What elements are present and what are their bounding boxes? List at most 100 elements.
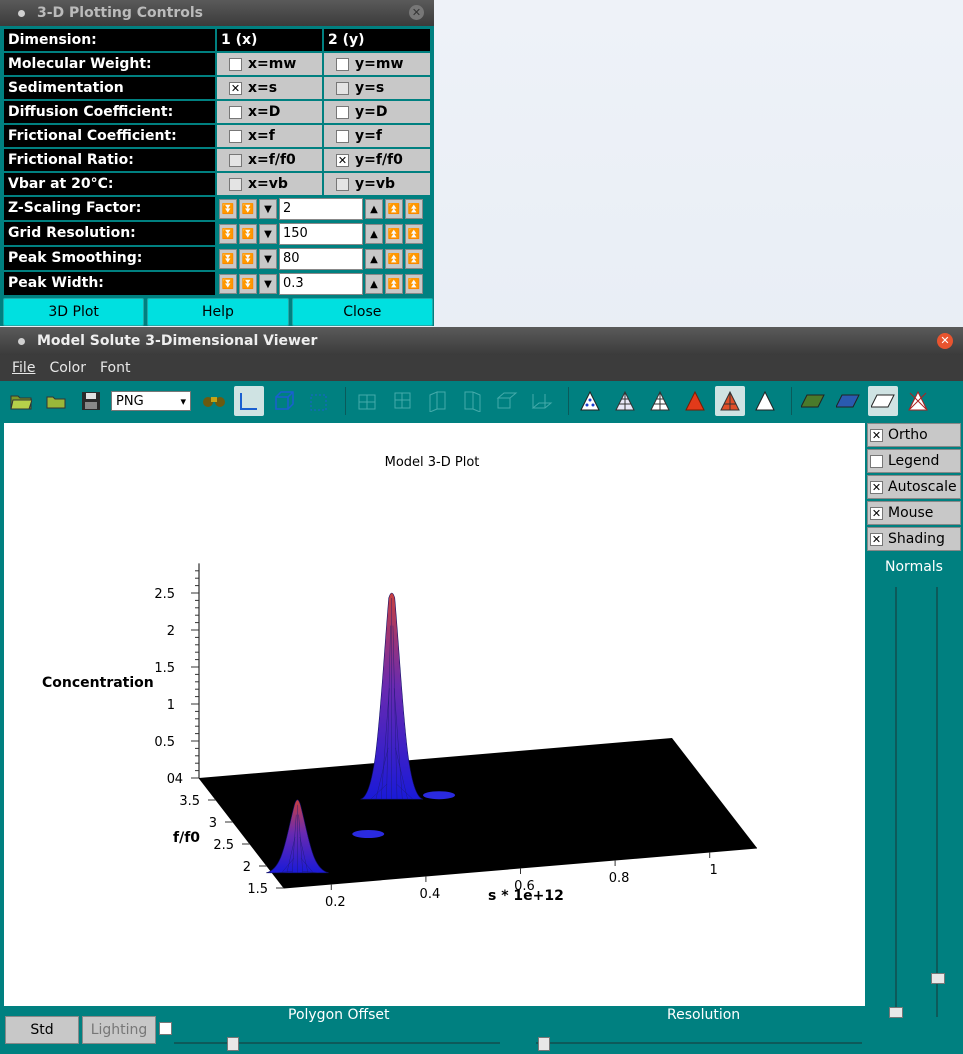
autoscale-toggle[interactable]: ✕ Autoscale [867,475,961,499]
resolution-thumb[interactable] [538,1037,550,1051]
3d-plot-button[interactable]: 3D Plot [3,298,145,326]
dec-fast-button[interactable]: ⏬ [219,198,237,219]
peak-width-input[interactable]: 0.3 [279,272,363,295]
window-menu-icon[interactable] [18,9,25,17]
x-s-checkbox[interactable]: ✕ x=s [216,76,323,100]
normals-quality-track[interactable] [936,587,938,1017]
x-ff0-checkbox[interactable]: x=f/f0 [216,148,323,172]
y-ff0-checkbox[interactable]: ✕ y=f/f0 [323,148,431,172]
plot-area[interactable]: Model 3-D Plot Concentration f/f0 s * 1e… [4,423,865,1006]
x-d-checkbox[interactable]: x=D [216,100,323,124]
inc-button[interactable]: ▲ [365,223,383,244]
save-disk-icon[interactable] [76,386,106,416]
grid-resolution-input[interactable]: 150 [279,222,363,245]
viewer-title-bar[interactable]: Model Solute 3-Dimensional Viewer ✕ [0,327,963,355]
dec-medium-button[interactable]: ⏬ [239,223,257,244]
grid-left-icon[interactable] [422,386,452,416]
inc-button[interactable]: ▲ [365,248,383,269]
open-folder-icon[interactable] [6,386,36,416]
grid-back-icon[interactable] [387,386,417,416]
open-file-icon[interactable] [41,386,71,416]
axes-frame-icon[interactable] [234,386,264,416]
format-select[interactable]: PNG [111,391,191,412]
box-frame-icon[interactable] [269,386,299,416]
dec-button[interactable]: ▼ [259,198,277,219]
binoculars-icon[interactable] [199,386,229,416]
menu-file[interactable]: File [12,360,36,376]
inc-fast-button[interactable]: ⏫ [405,273,423,294]
dec-fast-button[interactable]: ⏬ [219,273,237,294]
filled-surface-icon[interactable] [680,386,710,416]
y-mw-checkbox[interactable]: y=mw [323,52,431,76]
inc-medium-button[interactable]: ⏫ [385,248,403,269]
floor-empty-icon[interactable] [868,386,898,416]
grid-front-icon[interactable] [352,386,382,416]
filled-mesh-icon[interactable] [715,386,745,416]
normals-icon[interactable] [903,386,933,416]
grid-ceil-icon[interactable] [492,386,522,416]
normals-length-thumb[interactable] [889,1007,903,1018]
y-d-checkbox[interactable]: y=D [323,100,431,124]
close-button[interactable]: Close [291,298,433,326]
normals-quality-thumb[interactable] [931,973,945,984]
wireframe-icon[interactable] [610,386,640,416]
no-frame-icon[interactable] [304,386,334,416]
peak-smoothing-label: Peak Smoothing: [3,246,216,271]
grid-right-icon[interactable] [457,386,487,416]
dec-medium-button[interactable]: ⏬ [239,198,257,219]
x-vb-checkbox[interactable]: x=vb [216,172,323,196]
controls-title-bar[interactable]: 3-D Plotting Controls ✕ [0,0,434,26]
inc-medium-button[interactable]: ⏫ [385,223,403,244]
menu-font[interactable]: Font [100,360,131,376]
inc-fast-button[interactable]: ⏫ [405,223,423,244]
dec-button[interactable]: ▼ [259,223,277,244]
peak-smoothing-input[interactable]: 80 [279,247,363,270]
dec-fast-button[interactable]: ⏬ [219,248,237,269]
dec-medium-button[interactable]: ⏬ [239,248,257,269]
x-tick-label: 0.2 [325,895,346,910]
y-s-checkbox[interactable]: y=s [323,76,431,100]
dec-button[interactable]: ▼ [259,248,277,269]
menu-color[interactable]: Color [49,360,86,376]
close-icon[interactable]: ✕ [409,5,424,20]
floor-data-icon[interactable] [798,386,828,416]
surface-mesh-line [302,871,319,873]
inc-fast-button[interactable]: ⏫ [405,248,423,269]
grid-floor-icon[interactable] [527,386,557,416]
legend-toggle[interactable]: Legend [867,449,961,473]
polygon-offset-thumb[interactable] [227,1037,239,1051]
mouse-toggle[interactable]: ✕ Mouse [867,501,961,525]
dec-fast-button[interactable]: ⏬ [219,223,237,244]
ortho-toggle[interactable]: ✕ Ortho [867,423,961,447]
inc-fast-button[interactable]: ⏫ [405,198,423,219]
x-f-checkbox[interactable]: x=f [216,124,323,148]
normals-length-track[interactable] [895,587,897,1017]
shading-toggle[interactable]: ✕ Shading [867,527,961,551]
hidden-line-icon[interactable] [645,386,675,416]
inc-medium-button[interactable]: ⏫ [385,198,403,219]
x-mw-checkbox[interactable]: x=mw [216,52,323,76]
surface-plot[interactable]: Model 3-D Plot Concentration f/f0 s * 1e… [4,423,865,1006]
z-tick-label: 1.5 [154,661,175,676]
inc-button[interactable]: ▲ [365,273,383,294]
close-icon[interactable]: ✕ [937,333,953,349]
inc-button[interactable]: ▲ [365,198,383,219]
z-scaling-input[interactable]: 2 [279,197,363,220]
y-f-checkbox[interactable]: y=f [323,124,431,148]
y-vb-checkbox[interactable]: y=vb [323,172,431,196]
help-button[interactable]: Help [147,298,289,326]
lighting-checkbox[interactable] [159,1022,172,1035]
dec-medium-button[interactable]: ⏬ [239,273,257,294]
window-menu-icon[interactable] [18,337,25,345]
isolines-icon[interactable] [750,386,780,416]
lighting-button[interactable]: Lighting [82,1016,156,1044]
floor-iso-icon[interactable] [833,386,863,416]
points-style-icon[interactable] [575,386,605,416]
dec-button[interactable]: ▼ [259,273,277,294]
std-button[interactable]: Std [5,1016,79,1044]
surface-mesh-line [375,747,389,800]
surface-mesh-line [298,814,303,873]
resolution-slider[interactable] [536,1042,862,1044]
polygon-offset-slider[interactable] [174,1042,500,1044]
inc-medium-button[interactable]: ⏫ [385,273,403,294]
